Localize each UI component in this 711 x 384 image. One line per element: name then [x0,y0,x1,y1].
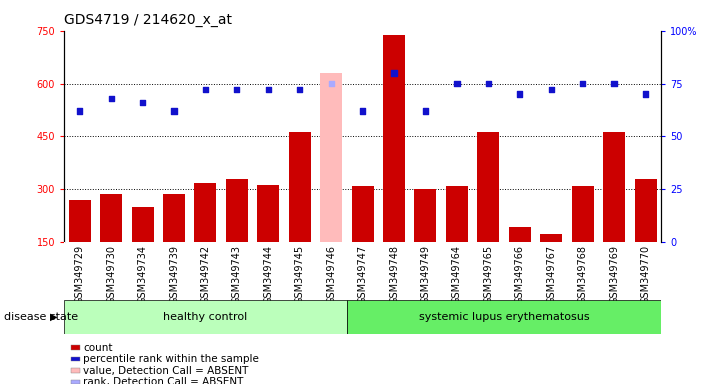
Point [137,99,149,106]
Text: GSM349730: GSM349730 [106,245,116,304]
Point [169,108,180,114]
Text: GSM349769: GSM349769 [609,245,619,304]
Point [200,87,211,93]
Text: ▶: ▶ [50,312,57,322]
Bar [572,185,594,242]
Bar [226,179,248,242]
Text: GDS4719 / 214620_x_at: GDS4719 / 214620_x_at [64,13,232,27]
Point [609,81,620,87]
Text: GSM349742: GSM349742 [201,245,210,304]
Text: GSM349744: GSM349744 [263,245,273,304]
Point [577,81,588,87]
Text: GSM349767: GSM349767 [546,245,556,304]
Bar [347,300,661,334]
Text: percentile rank within the sample: percentile rank within the sample [83,354,259,364]
Text: GSM349729: GSM349729 [75,245,85,304]
Bar [634,179,656,242]
Text: GSM349766: GSM349766 [515,245,525,304]
Bar [320,73,342,242]
Point [231,87,242,93]
Bar [352,186,373,242]
Bar [64,300,347,334]
Bar [257,185,279,242]
Point [514,91,525,97]
Bar [477,132,499,242]
Text: GSM349734: GSM349734 [137,245,148,304]
Text: value, Detection Call = ABSENT: value, Detection Call = ABSENT [83,366,249,376]
Text: GSM349765: GSM349765 [483,245,493,304]
Point [357,108,368,114]
Text: GSM349745: GSM349745 [295,245,305,304]
Bar [446,185,468,242]
Point [419,108,431,114]
Text: rank, Detection Call = ABSENT: rank, Detection Call = ABSENT [83,377,244,384]
Point [74,108,85,114]
Point [545,87,557,93]
Bar [132,207,154,242]
Point [326,81,337,87]
Point [388,70,400,76]
Bar [194,183,216,242]
Bar [383,35,405,242]
Point [640,91,651,97]
Bar [509,227,531,242]
Text: healthy control: healthy control [164,312,247,322]
Text: GSM349748: GSM349748 [389,245,399,304]
Text: GSM349770: GSM349770 [641,245,651,304]
Text: GSM349768: GSM349768 [577,245,588,304]
Point [294,87,306,93]
Text: GSM349746: GSM349746 [326,245,336,304]
Bar [69,200,91,242]
Text: GSM349747: GSM349747 [358,245,368,304]
Text: disease state: disease state [4,312,77,322]
Point [483,81,494,87]
Text: systemic lupus erythematosus: systemic lupus erythematosus [419,312,589,322]
Text: GSM349764: GSM349764 [452,245,462,304]
Text: GSM349739: GSM349739 [169,245,179,304]
Point [105,95,117,101]
Bar [540,234,562,242]
Point [262,87,274,93]
Bar [163,194,185,242]
Bar [289,132,311,242]
Bar [100,194,122,242]
Text: GSM349749: GSM349749 [420,245,430,304]
Bar [603,132,625,242]
Text: GSM349743: GSM349743 [232,245,242,304]
Point [451,81,463,87]
Bar [415,189,437,242]
Text: count: count [83,343,112,353]
